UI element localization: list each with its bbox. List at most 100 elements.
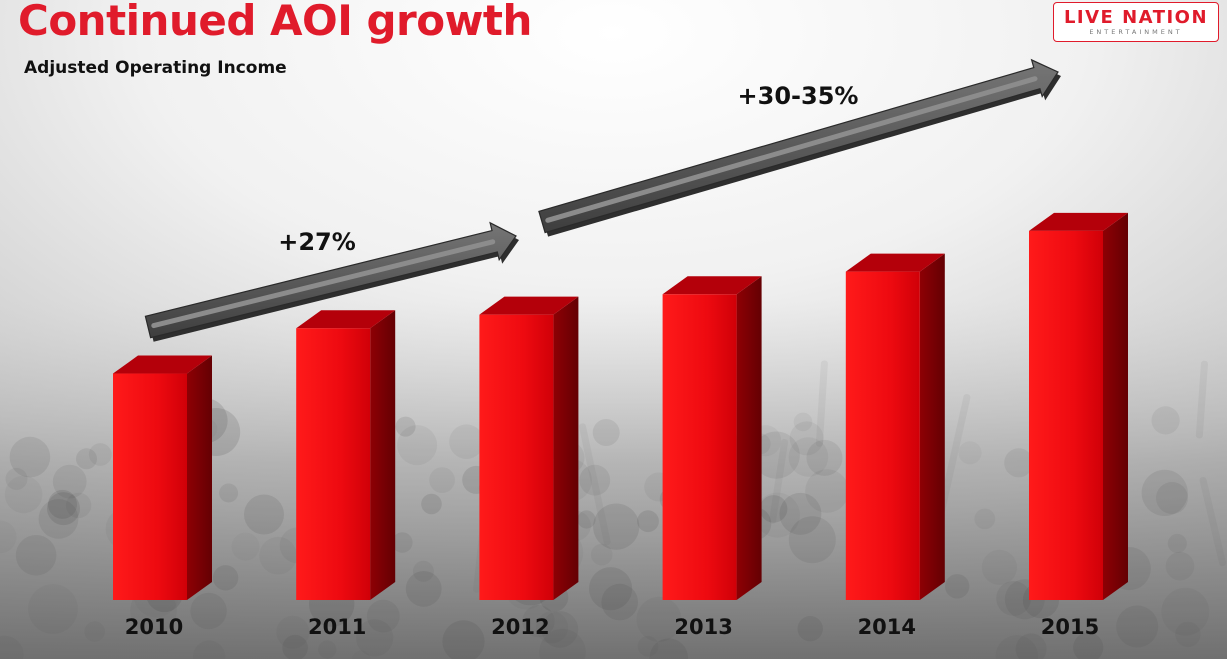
crowd-head <box>535 611 569 644</box>
arrow-highlight <box>151 239 496 329</box>
crowd-head <box>1161 587 1210 636</box>
growth-label: +30-35% <box>738 82 859 110</box>
crowd-head <box>259 536 297 575</box>
crowd-head <box>788 516 836 564</box>
crowd-head <box>1175 621 1201 648</box>
x-tick-label: 2015 <box>1041 615 1099 639</box>
crowd-head <box>65 492 92 519</box>
crowd-head <box>1004 448 1034 478</box>
crowd-head <box>958 441 982 465</box>
growth-arrows <box>144 58 1061 342</box>
crowd-head <box>541 611 579 648</box>
crowd-head <box>805 469 849 513</box>
bar-side <box>553 296 579 600</box>
crowd-head <box>38 499 79 539</box>
crowd-head <box>752 431 800 479</box>
crowd-head <box>759 495 788 523</box>
crowd-arm <box>1199 476 1227 567</box>
bar-side <box>736 276 762 600</box>
x-tick-label: 2011 <box>308 615 366 639</box>
crowd-head <box>0 635 24 663</box>
bar-side <box>187 355 212 600</box>
arrow-highlight <box>545 76 1038 223</box>
x-tick-label: 2013 <box>674 615 732 639</box>
crowd-head <box>1156 482 1188 514</box>
bar-front <box>662 294 737 600</box>
crowd-arm <box>1195 360 1208 439</box>
bar-top <box>1029 212 1128 231</box>
crowd-head <box>52 464 87 499</box>
crowd-head <box>429 467 455 493</box>
crowd-head <box>421 493 442 515</box>
crowd-head <box>593 503 640 550</box>
crowd-head <box>649 638 688 663</box>
crowd-head <box>793 412 813 432</box>
growth-arrow-2012-2015 <box>538 58 1061 237</box>
crowd-head <box>219 483 239 503</box>
crowd-head <box>356 619 394 657</box>
crowd-head <box>48 489 77 519</box>
crowd-head <box>522 605 555 638</box>
crowd-arm <box>769 439 789 524</box>
crowd-head <box>4 475 43 514</box>
crowd-head <box>405 571 442 607</box>
crowd-head <box>190 592 227 630</box>
crowd-head <box>945 574 970 599</box>
crowd-head <box>974 508 996 530</box>
crowd-head <box>231 532 260 561</box>
bar-top <box>662 276 762 295</box>
labels: 2010 2011 2012 2013 2014 2015 +27% +30-35% <box>125 82 1099 639</box>
crowd-head <box>981 549 1018 586</box>
bar-top <box>845 253 945 272</box>
crowd-head <box>788 437 829 477</box>
crowd-head <box>1073 632 1104 663</box>
crowd-head <box>754 492 800 538</box>
bar-top <box>479 296 579 315</box>
page-title: Continued AOI growth <box>18 0 532 45</box>
crowd-head <box>412 560 434 582</box>
growth-arrow-2010-2012 <box>144 221 519 342</box>
bar-2011 <box>296 310 396 600</box>
crowd-head <box>47 492 80 526</box>
bar-side <box>1103 212 1128 600</box>
crowd-head <box>15 535 57 576</box>
crowd-head <box>579 464 611 496</box>
crowd-head <box>1165 551 1195 581</box>
bar-top <box>296 310 396 329</box>
logo-wordmark: LIVE NATION <box>1063 7 1209 28</box>
bar-side <box>919 253 945 600</box>
crowd-arm <box>815 360 828 447</box>
crowd-head <box>1141 469 1188 516</box>
bar-top <box>113 355 212 374</box>
crowd-head <box>789 421 824 456</box>
crowd-head <box>88 443 112 466</box>
bar-2012 <box>479 296 579 600</box>
crowd-head <box>636 596 682 642</box>
crowd-head <box>637 635 659 657</box>
crowd-head <box>590 543 613 566</box>
bar-front <box>113 373 187 600</box>
bar-2015 <box>1029 212 1128 600</box>
crowd-head <box>276 615 310 649</box>
crowd-head <box>5 467 28 490</box>
crowd-head <box>397 425 438 466</box>
bar-front <box>845 271 920 600</box>
crowd-head <box>1151 406 1180 435</box>
crowd-head <box>0 520 17 554</box>
bar-front <box>1029 230 1103 600</box>
crowd-head <box>1015 633 1047 663</box>
crowd-head <box>395 416 416 437</box>
crowd-head <box>9 436 51 478</box>
crowd-arm <box>578 423 611 546</box>
crowd-head <box>84 621 105 642</box>
crowd-head <box>318 640 337 659</box>
crowd-head <box>449 424 484 460</box>
bars <box>113 212 1128 600</box>
crowd-head <box>366 599 400 633</box>
crowd-head <box>779 492 822 535</box>
x-tick-label: 2010 <box>125 615 183 639</box>
page-subtitle: Adjusted Operating Income <box>24 58 287 78</box>
bar-2010 <box>113 355 212 600</box>
crowd-arm <box>937 394 971 515</box>
